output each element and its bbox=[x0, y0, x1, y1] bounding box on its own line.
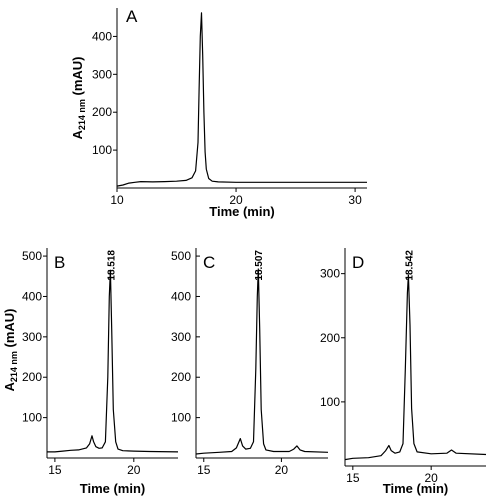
y-tick-label: 200 bbox=[171, 370, 191, 384]
y-tick-label: 300 bbox=[22, 330, 42, 344]
y-label-subscript: 214 nm bbox=[9, 351, 19, 382]
y-tick-label: 100 bbox=[171, 411, 191, 425]
y-tick-label: 100 bbox=[92, 143, 112, 157]
chromatogram-trace bbox=[344, 274, 487, 461]
panel-d: 100 200 300 15 20 D 18.542 Time (min) bbox=[320, 248, 487, 496]
x-axis-label: Time (min) bbox=[383, 481, 449, 496]
y-tick-label: 400 bbox=[171, 289, 191, 303]
y-label-subscript: 214 nm bbox=[77, 99, 87, 130]
y-label-unit: (mAU) bbox=[2, 308, 17, 351]
chromatogram-trace bbox=[195, 268, 329, 455]
y-tick-label: 100 bbox=[320, 395, 340, 409]
x-tick-label: 15 bbox=[197, 463, 211, 477]
y-label-main: A bbox=[70, 130, 85, 140]
y-tick-label: 200 bbox=[92, 105, 112, 119]
y-tick-label: 400 bbox=[92, 29, 112, 43]
x-tick-label: 15 bbox=[346, 471, 360, 485]
y-tick-label: 200 bbox=[320, 331, 340, 345]
y-tick-label: 300 bbox=[92, 67, 112, 81]
x-axis-label: Time (min) bbox=[209, 204, 275, 219]
y-axis-label: A214 nm (mAU) bbox=[70, 56, 87, 139]
y-label-unit: (mAU) bbox=[70, 56, 85, 99]
y-tick-label: 300 bbox=[320, 267, 340, 281]
x-tick-label: 10 bbox=[110, 193, 124, 207]
chromatogram-trace bbox=[116, 12, 367, 187]
y-tick-label: 500 bbox=[171, 249, 191, 263]
y-label-main: A bbox=[2, 382, 17, 392]
x-tick-label: 15 bbox=[48, 463, 62, 477]
x-tick-label: 20 bbox=[127, 463, 141, 477]
y-tick-label: 400 bbox=[22, 289, 42, 303]
y-tick-label: 200 bbox=[22, 370, 42, 384]
x-tick-label: 20 bbox=[275, 463, 289, 477]
panel-label: D bbox=[352, 253, 364, 272]
y-tick-label: 500 bbox=[22, 249, 42, 263]
peak-retention-label: 18.507 bbox=[254, 250, 265, 281]
panel-label: B bbox=[54, 253, 65, 272]
y-tick-label: 300 bbox=[171, 330, 191, 344]
x-tick-label: 20 bbox=[229, 193, 243, 207]
x-tick-label: 20 bbox=[424, 471, 438, 485]
peak-retention-label: 18.518 bbox=[106, 250, 117, 281]
x-axis-label: Time (min) bbox=[80, 481, 146, 496]
panel-label: C bbox=[203, 253, 215, 272]
y-axis-label: A214 nm (mAU) bbox=[2, 308, 19, 391]
panel-a: 100 200 300 400 10 20 30 A Time (min) bbox=[92, 7, 367, 219]
x-tick-label: 30 bbox=[348, 193, 362, 207]
peak-retention-label: 18.542 bbox=[404, 250, 415, 281]
panel-c: 100 200 300 400 500 15 20 C 18.507 bbox=[171, 248, 329, 477]
panel-b: 100 200 300 400 500 15 20 B 18.518 Time (min) bbox=[22, 248, 179, 496]
y-tick-label: 100 bbox=[22, 411, 42, 425]
chromatogram-trace bbox=[47, 269, 179, 453]
panel-label: A bbox=[126, 7, 138, 26]
